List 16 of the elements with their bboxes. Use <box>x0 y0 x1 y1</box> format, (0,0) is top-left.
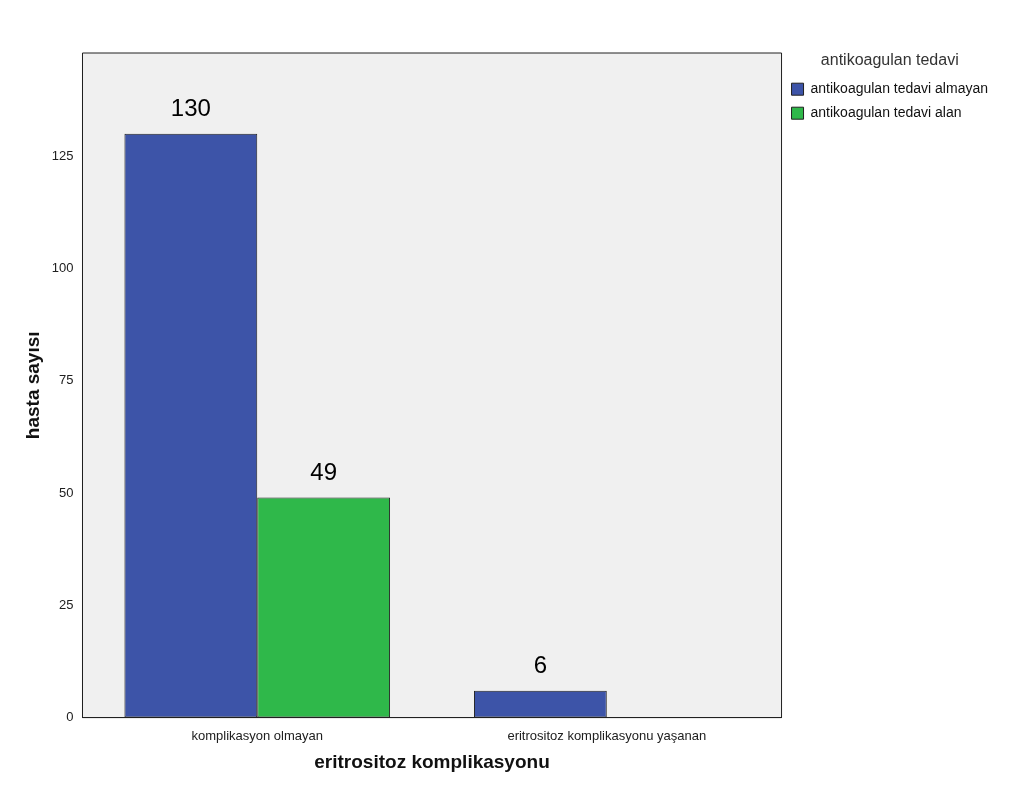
x-axis-title: eritrositoz komplikasyonu <box>314 750 550 772</box>
y-tick-label: 25 <box>59 596 74 612</box>
y-tick-label: 125 <box>51 147 74 163</box>
y-tick-label: 0 <box>66 709 74 725</box>
y-axis-title: hasta sayısı <box>21 331 43 440</box>
data-label: 49 <box>310 458 338 486</box>
x-tick-label: komplikasyon olmayan <box>191 727 324 743</box>
y-tick-label: 75 <box>59 372 74 388</box>
y-tick-label: 100 <box>51 260 74 276</box>
y-tick-label: 50 <box>59 484 74 500</box>
x-tick-label: eritrositoz komplikasyonu yaşanan <box>507 727 707 743</box>
data-label: 6 <box>533 651 548 679</box>
legend-label: antikoagulan tedavi alan <box>810 104 962 121</box>
data-label: 130 <box>170 94 211 122</box>
legend-title: antikoagulan tedavi <box>820 51 959 69</box>
legend-label: antikoagulan tedavi almayan <box>810 80 989 97</box>
